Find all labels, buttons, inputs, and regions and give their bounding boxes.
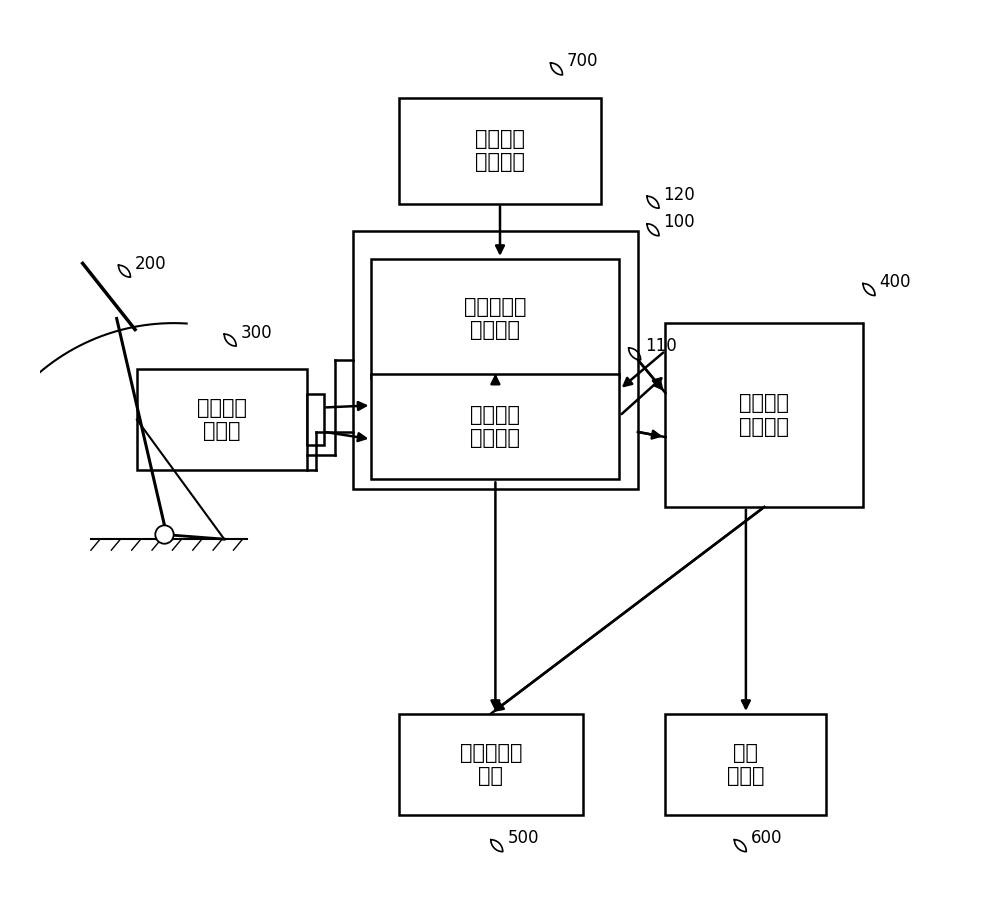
Text: 踏板位置
传感器: 踏板位置 传感器 bbox=[197, 398, 247, 442]
FancyBboxPatch shape bbox=[353, 231, 638, 489]
FancyBboxPatch shape bbox=[371, 259, 619, 378]
FancyBboxPatch shape bbox=[665, 323, 863, 507]
Text: 电子油门
控制单元: 电子油门 控制单元 bbox=[470, 405, 520, 448]
Text: 300: 300 bbox=[241, 324, 272, 341]
Text: 100: 100 bbox=[664, 213, 695, 231]
FancyBboxPatch shape bbox=[399, 714, 583, 815]
FancyBboxPatch shape bbox=[665, 714, 826, 815]
Text: 电子节气门
机构: 电子节气门 机构 bbox=[460, 743, 522, 786]
Text: 防误踩模式
选择单元: 防误踩模式 选择单元 bbox=[464, 297, 527, 340]
FancyBboxPatch shape bbox=[307, 395, 324, 445]
FancyBboxPatch shape bbox=[371, 373, 619, 479]
FancyBboxPatch shape bbox=[399, 98, 601, 204]
Text: 400: 400 bbox=[880, 273, 911, 291]
Text: 700: 700 bbox=[567, 53, 599, 70]
Text: 安全模式
选择按钮: 安全模式 选择按钮 bbox=[475, 129, 525, 172]
Text: 110: 110 bbox=[645, 337, 677, 355]
Text: 120: 120 bbox=[664, 185, 695, 204]
Text: 刹车
控制器: 刹车 控制器 bbox=[727, 743, 765, 786]
Text: 汽车电子
控制单元: 汽车电子 控制单元 bbox=[739, 394, 789, 437]
Text: 200: 200 bbox=[135, 254, 167, 273]
Circle shape bbox=[155, 526, 174, 544]
Text: 500: 500 bbox=[507, 829, 539, 847]
FancyBboxPatch shape bbox=[137, 369, 307, 470]
Text: 600: 600 bbox=[751, 829, 782, 847]
